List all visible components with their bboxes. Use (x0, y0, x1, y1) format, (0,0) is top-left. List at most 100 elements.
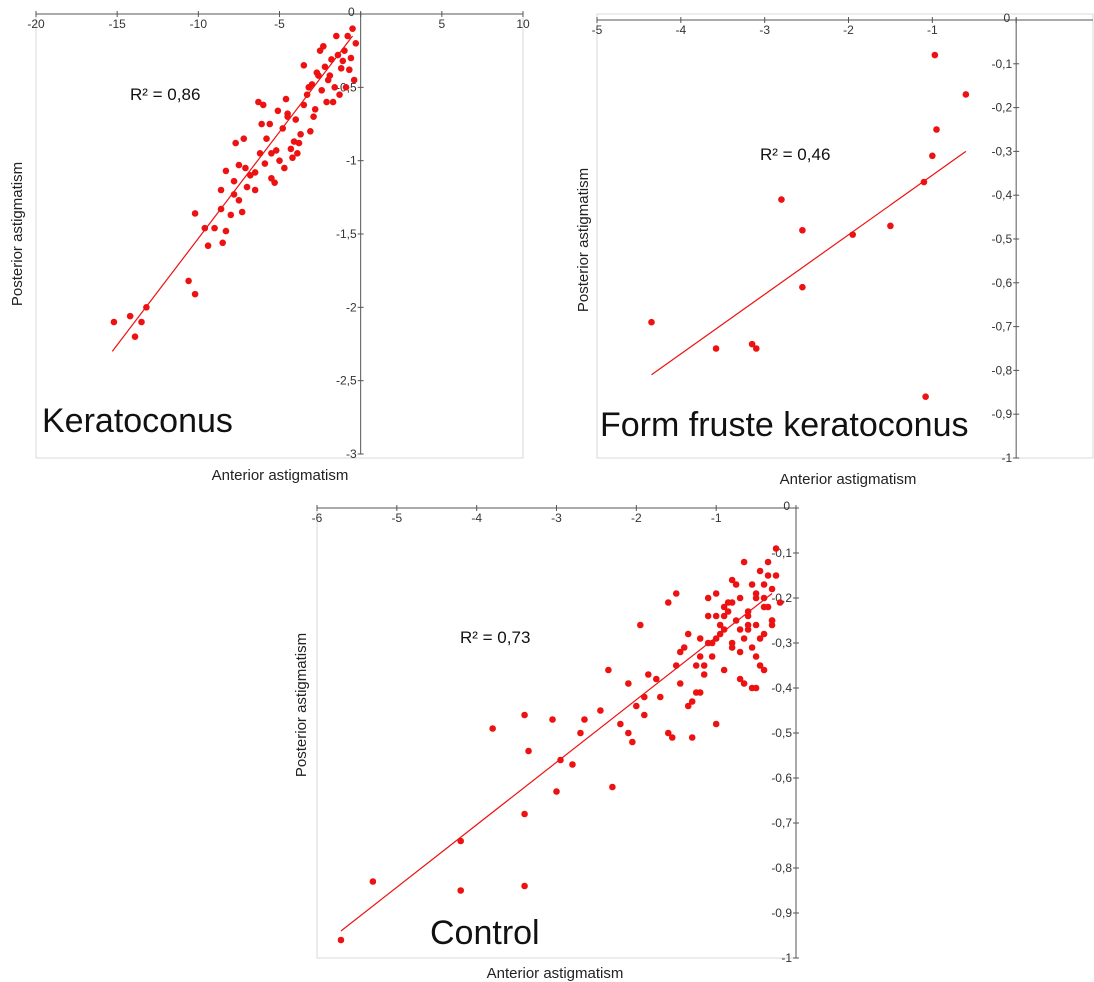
data-point (700, 662, 708, 669)
data-point (217, 186, 225, 194)
data-point (672, 662, 680, 669)
x-axis-label: Anterior astigmatism (780, 471, 917, 488)
x-axis-label: Anterior astigmatism (212, 467, 349, 484)
data-point (752, 684, 760, 692)
data-point (281, 164, 288, 172)
y-tick-label: -1 (1001, 451, 1012, 465)
data-point (760, 630, 768, 638)
data-point (656, 693, 664, 701)
data-point (320, 42, 327, 50)
data-point (211, 224, 218, 232)
data-point (287, 145, 295, 153)
x-tick-label: -20 (27, 17, 45, 31)
data-point (238, 208, 246, 216)
data-point (652, 675, 660, 683)
data-point (760, 666, 768, 674)
data-point (720, 666, 728, 674)
data-point (676, 648, 684, 656)
x-tick-label: -6 (312, 511, 323, 525)
data-point (664, 599, 672, 606)
x-tick-label: -15 (108, 17, 126, 31)
data-point (347, 54, 355, 62)
data-point (933, 126, 940, 133)
data-point (760, 594, 768, 602)
y-tick-label: -0,6 (991, 276, 1012, 290)
data-point (557, 756, 564, 764)
y-tick-label: 0 (348, 5, 355, 19)
y-tick-label: -0,5 (771, 726, 792, 740)
data-point (258, 120, 265, 128)
data-point (352, 40, 360, 47)
plot-area-border (35, 13, 524, 459)
data-point (311, 106, 319, 113)
data-point (688, 734, 696, 741)
x-tick-label: -10 (190, 17, 208, 31)
x-tick-label: -5 (391, 511, 402, 525)
data-point (648, 318, 655, 326)
y-axis-label: Posterior astigmatism (575, 168, 592, 312)
data-point (712, 635, 720, 642)
data-point (191, 210, 199, 217)
y-tick-label: -0,6 (771, 771, 792, 785)
data-point (263, 135, 270, 142)
data-point (337, 936, 345, 944)
data-point (664, 729, 672, 737)
data-point (457, 887, 465, 894)
data-point (328, 56, 335, 63)
y-tick-label: -1,5 (336, 227, 357, 241)
y-tick-label: -2,5 (336, 374, 357, 388)
data-point (720, 612, 728, 620)
data-point (728, 644, 736, 651)
data-point (489, 725, 496, 732)
data-point (641, 693, 648, 701)
data-point (704, 594, 712, 602)
y-tick-label: 0 (1003, 11, 1010, 25)
x-tick-label: -2 (843, 23, 854, 37)
data-point (350, 76, 358, 84)
data-point (605, 666, 612, 674)
data-point (334, 51, 342, 59)
data-point (272, 147, 280, 154)
data-point (569, 761, 576, 768)
data-point (748, 644, 756, 651)
y-tick-label: -0,2 (771, 591, 792, 605)
data-point (684, 702, 692, 710)
data-point (339, 57, 347, 65)
panel-title: Form fruste keratoconus (600, 406, 968, 444)
data-point (764, 558, 772, 566)
data-point (720, 626, 728, 633)
data-point (331, 84, 338, 91)
data-point (369, 878, 377, 885)
data-point (289, 154, 296, 162)
y-tick-label: -0,9 (991, 407, 1012, 421)
panel-title: Keratoconus (42, 402, 233, 440)
data-point (256, 150, 264, 157)
data-point (732, 617, 740, 624)
y-tick-label: 0 (783, 499, 790, 513)
data-point (629, 738, 636, 746)
plot-area-border (316, 507, 797, 959)
data-point (313, 69, 321, 76)
data-point (756, 567, 764, 575)
data-point (251, 186, 259, 194)
trend-line (340, 593, 773, 932)
data-point (251, 169, 259, 176)
data-point (740, 635, 748, 642)
x-axis-label: Anterior astigmatism (487, 965, 624, 982)
data-point (676, 680, 684, 687)
data-point (307, 128, 314, 135)
data-point (696, 635, 704, 642)
data-point (617, 720, 624, 728)
data-point (744, 612, 752, 620)
data-point (138, 318, 145, 326)
data-point (266, 120, 274, 128)
data-point (728, 599, 736, 606)
data-point (736, 648, 744, 656)
data-point (577, 729, 584, 737)
data-point (756, 662, 764, 669)
x-tick-label: -3 (759, 23, 770, 37)
data-point (764, 572, 772, 579)
data-point (204, 242, 212, 250)
data-point (744, 621, 752, 629)
